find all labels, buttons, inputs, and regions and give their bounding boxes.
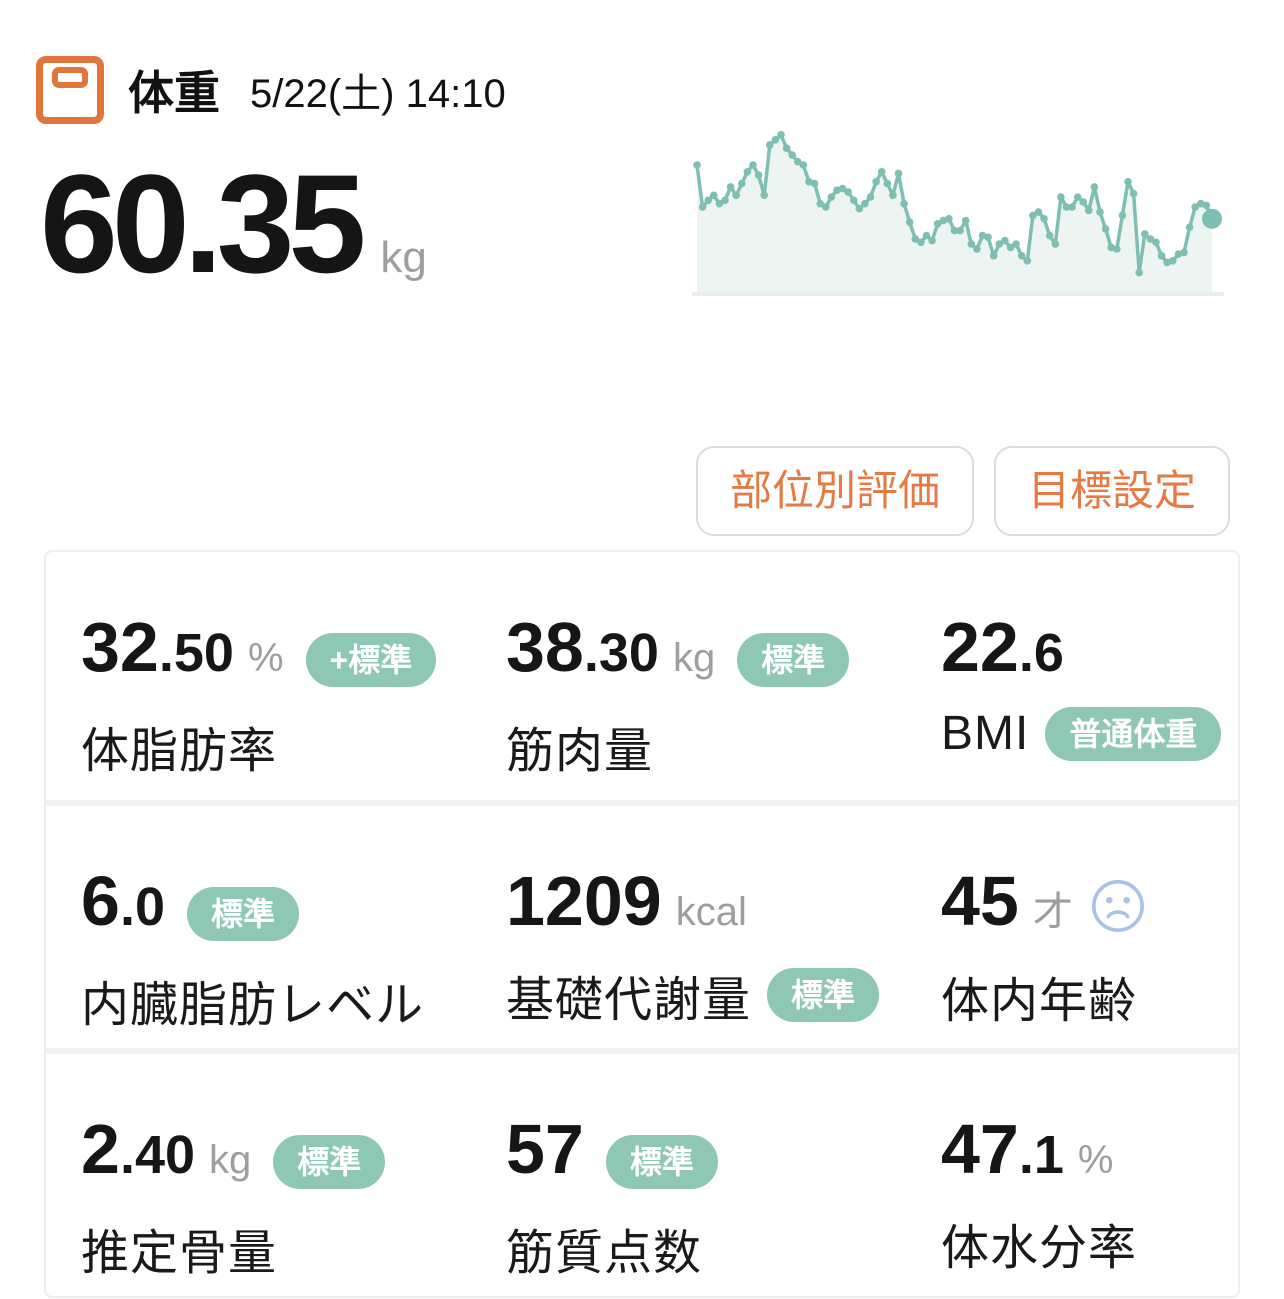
metric-label-line: 筋肉量 [506, 711, 941, 781]
metric-value-decimal: .50 [158, 623, 234, 683]
metric-label: 筋質点数 [506, 1227, 703, 1280]
metric-row: 32 .50 % +標準 体脂肪率 38 .30 kg 標準 筋肉量 22 .6 [46, 552, 1238, 800]
metric-unit: % [1077, 1138, 1114, 1182]
header: 体重 5/22(土) 14:10 [0, 0, 1284, 124]
metric-label-line: 筋質点数 [506, 1213, 941, 1283]
metric-label-line: 推定骨量 [81, 1213, 506, 1283]
metric-row: 6 .0 標準 内臓脂肪レベル 1209 kcal 基礎代謝量 標準 45 才 [46, 800, 1238, 1048]
status-badge: 標準 [273, 1135, 386, 1189]
metric-label: 体水分率 [941, 1222, 1138, 1275]
status-badge: 普通体重 [1045, 706, 1222, 761]
metric-value: 47 [941, 1110, 1019, 1188]
metric-label-line: 体水分率 [941, 1208, 1238, 1278]
metric-cell: 57 標準 筋質点数 [506, 1114, 941, 1296]
metric-label: BMI [941, 707, 1030, 760]
metric-cell: 2 .40 kg 標準 推定骨量 [81, 1114, 506, 1296]
metric-value: 2 [81, 1110, 120, 1188]
scale-icon [36, 56, 104, 124]
metric-value: 38 [506, 608, 584, 686]
metric-value: 1209 [506, 862, 662, 940]
metric-value: 57 [506, 1110, 584, 1188]
metric-value-line: 45 才 [941, 866, 1238, 937]
metric-value-line: 32 .50 % +標準 [81, 612, 506, 687]
sparkline-svg [692, 131, 1224, 296]
sad-face-icon [1089, 877, 1147, 940]
current-weight: 60.35 kg [40, 154, 1284, 294]
status-badge: 標準 [737, 633, 850, 687]
metric-unit: % [247, 636, 284, 680]
action-buttons: 部位別評価 目標設定 [0, 446, 1284, 536]
metric-value-decimal: .0 [119, 877, 165, 937]
metric-cell: 6 .0 標準 内臓脂肪レベル [81, 866, 506, 1048]
evaluate-by-part-button[interactable]: 部位別評価 [695, 446, 974, 536]
metric-unit: kcal [675, 890, 747, 934]
current-weight-unit: kg [380, 233, 427, 282]
metric-value-line: 2 .40 kg 標準 [81, 1114, 506, 1189]
metric-value-decimal: .30 [583, 623, 659, 683]
metric-unit: kg [209, 1138, 252, 1182]
metric-label: 筋肉量 [506, 725, 654, 778]
metric-value: 32 [81, 608, 159, 686]
metric-label-line: BMI 普通体重 [941, 706, 1238, 761]
metric-cell: 45 才 体内年齢 [941, 866, 1238, 1048]
metric-cell: 22 .6 BMI 普通体重 [941, 612, 1238, 800]
metric-label-line: 基礎代謝量 標準 [506, 960, 941, 1030]
metric-value-decimal: .6 [1018, 623, 1064, 683]
metric-value: 22 [941, 608, 1019, 686]
metric-label: 内臓脂肪レベル [81, 979, 425, 1032]
measurement-datetime: 5/22(土) 14:10 [250, 72, 506, 116]
metric-cell: 1209 kcal 基礎代謝量 標準 [506, 866, 941, 1048]
metric-label: 推定骨量 [81, 1227, 278, 1280]
metric-value-line: 47 .1 % [941, 1114, 1238, 1184]
current-weight-value: 60.35 [40, 145, 366, 302]
metric-value-decimal: .1 [1018, 1125, 1064, 1185]
metric-row: 2 .40 kg 標準 推定骨量 57 標準 筋質点数 47 .1 % [46, 1048, 1238, 1296]
metric-cell: 47 .1 % 体水分率 [941, 1114, 1238, 1296]
metric-value-line: 1209 kcal [506, 866, 941, 936]
metric-label: 体脂肪率 [81, 725, 278, 778]
metric-value: 6 [81, 862, 120, 940]
metric-value-line: 57 標準 [506, 1114, 941, 1189]
metric-value-line: 22 .6 [941, 612, 1238, 682]
status-badge: +標準 [305, 633, 437, 687]
goal-setting-button[interactable]: 目標設定 [993, 446, 1230, 536]
metric-cell: 32 .50 % +標準 体脂肪率 [81, 612, 506, 800]
status-badge: 標準 [186, 887, 299, 941]
metric-value-line: 6 .0 標準 [81, 866, 506, 941]
page-title: 体重 [128, 67, 220, 119]
metric-label: 基礎代謝量 [506, 974, 752, 1027]
metric-label-line: 内臓脂肪レベル [81, 965, 506, 1035]
metric-label-line: 体内年齢 [941, 961, 1238, 1031]
metric-unit: 才 [1032, 890, 1073, 934]
status-badge: 標準 [767, 968, 880, 1022]
metric-label: 体内年齢 [941, 975, 1138, 1028]
metric-value-line: 38 .30 kg 標準 [506, 612, 941, 687]
weight-trend-chart [692, 112, 1224, 298]
metric-cell: 38 .30 kg 標準 筋肉量 [506, 612, 941, 800]
metric-unit: kg [672, 636, 716, 680]
status-badge: 標準 [605, 1135, 718, 1189]
metric-value-decimal: .40 [119, 1125, 196, 1185]
metric-label-line: 体脂肪率 [81, 711, 506, 781]
metric-value: 45 [941, 862, 1019, 940]
metrics-card: 32 .50 % +標準 体脂肪率 38 .30 kg 標準 筋肉量 22 .6 [44, 550, 1240, 1298]
